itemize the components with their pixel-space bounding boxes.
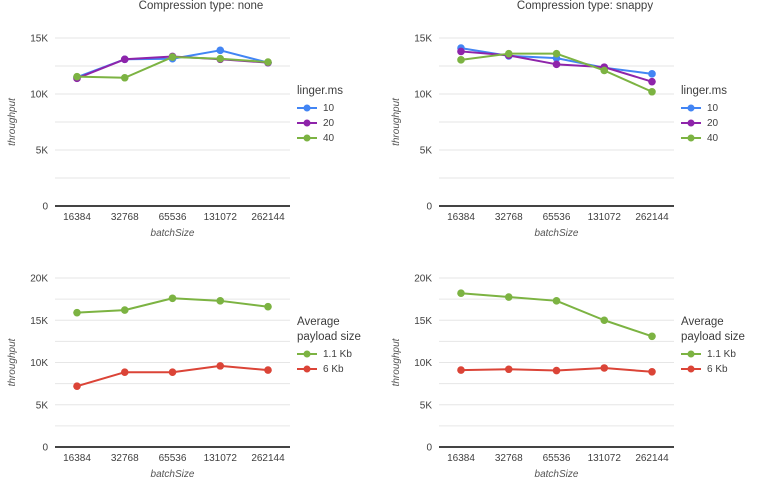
legend-title: Average payload size — [681, 316, 745, 343]
legend-linger-ms: linger.ms 10 20 40 — [297, 84, 383, 148]
svg-text:0: 0 — [426, 202, 432, 213]
svg-text:0: 0 — [426, 443, 432, 454]
legend-item-label: 40 — [323, 132, 335, 144]
legend-item-linger-10: 10 — [681, 103, 767, 114]
legend-item-label: 10 — [707, 102, 719, 114]
svg-text:15K: 15K — [30, 316, 48, 327]
svg-text:0: 0 — [42, 443, 48, 454]
legend-item-payload-6kb: 6 Kb — [297, 364, 383, 375]
legend-item-label: 20 — [707, 117, 719, 129]
svg-text:batchSize: batchSize — [535, 469, 579, 480]
svg-text:10K: 10K — [414, 358, 432, 369]
svg-text:32768: 32768 — [495, 453, 523, 464]
legend-title: linger.ms — [681, 85, 728, 97]
legend-item-label: 1.1 Kb — [323, 348, 352, 360]
svg-text:131072: 131072 — [204, 453, 238, 464]
svg-text:10K: 10K — [30, 358, 48, 369]
chart-title-compression-snappy: Compression type: snappy — [516, 0, 654, 12]
legend-linger-ms: linger.ms 10 20 40 — [681, 84, 767, 148]
series-marker-icon — [297, 119, 317, 127]
svg-text:16384: 16384 — [63, 453, 91, 464]
svg-text:32768: 32768 — [111, 212, 139, 223]
chart-panel-payload-none: 0 5K 10K 15K 20K 16384 32768 65536 131072 262144 b… — [0, 246, 384, 493]
svg-text:65536: 65536 — [543, 212, 571, 223]
plot-payload-none: 0 5K 10K 15K 20K 16384 32768 65536 131072 262144 b… — [7, 274, 290, 480]
svg-text:throughput: throughput — [7, 337, 18, 386]
legend-item-linger-40: 40 — [297, 133, 383, 144]
svg-text:throughput: throughput — [7, 97, 18, 146]
legend-title: linger.ms — [297, 85, 344, 97]
svg-text:20K: 20K — [30, 274, 48, 285]
svg-text:262144: 262144 — [251, 453, 285, 464]
svg-text:262144: 262144 — [251, 212, 285, 223]
svg-text:65536: 65536 — [543, 453, 571, 464]
legend-item-label: 6 Kb — [323, 363, 344, 375]
series-marker-icon — [681, 119, 701, 127]
svg-text:15K: 15K — [414, 316, 432, 327]
series-marker-icon — [297, 365, 317, 373]
svg-text:10K: 10K — [30, 90, 48, 101]
legend-item-linger-40: 40 — [681, 133, 767, 144]
legend-item-label: 1.1 Kb — [707, 348, 736, 360]
legend-item-label: 20 — [323, 117, 335, 129]
svg-text:131072: 131072 — [204, 212, 238, 223]
chart-panel-compression-snappy: Compression type: snappy 0 5K 10K 15K 16384 3… — [384, 0, 768, 246]
legend-item-linger-20: 20 — [681, 118, 767, 129]
plot-compression-snappy: 0 5K 10K 15K 16384 32768 65536 131072 262144 batc… — [391, 34, 674, 239]
svg-text:batchSize: batchSize — [535, 228, 579, 239]
series-marker-icon — [297, 104, 317, 112]
legend-item-payload-6kb: 6 Kb — [681, 364, 767, 375]
series-marker-icon — [681, 350, 701, 358]
legend-payload-size: Average payload size 1.1 Kb 6 Kb — [681, 315, 767, 379]
chart-panel-payload-snappy: 0 5K 10K 15K 20K 16384 32768 65536 131072 262144 b… — [384, 246, 768, 493]
svg-text:5K: 5K — [420, 146, 433, 157]
svg-text:5K: 5K — [420, 400, 433, 411]
plot-payload-snappy: 0 5K 10K 15K 20K 16384 32768 65536 131072 262144 b… — [391, 274, 674, 480]
svg-text:20K: 20K — [414, 274, 432, 285]
legend-item-label: 6 Kb — [707, 363, 728, 375]
svg-text:15K: 15K — [30, 34, 48, 45]
svg-text:batchSize: batchSize — [151, 228, 195, 239]
svg-text:5K: 5K — [36, 146, 49, 157]
legend-item-payload-1-1kb: 1.1 Kb — [681, 349, 767, 360]
plot-compression-none: 0 5K 10K 15K 16384 32768 65536 131072 262144 batc… — [7, 34, 290, 239]
series-marker-icon — [681, 104, 701, 112]
svg-text:5K: 5K — [36, 400, 49, 411]
svg-text:65536: 65536 — [159, 453, 187, 464]
legend-item-linger-10: 10 — [297, 103, 383, 114]
svg-text:32768: 32768 — [111, 453, 139, 464]
svg-text:65536: 65536 — [159, 212, 187, 223]
legend-item-label: 10 — [323, 102, 335, 114]
svg-text:10K: 10K — [414, 90, 432, 101]
series-marker-icon — [297, 350, 317, 358]
svg-text:262144: 262144 — [635, 453, 669, 464]
svg-text:0: 0 — [42, 202, 48, 213]
svg-text:131072: 131072 — [588, 212, 622, 223]
series-marker-icon — [681, 365, 701, 373]
legend-title: Average payload size — [297, 316, 361, 343]
svg-text:32768: 32768 — [495, 212, 523, 223]
svg-text:batchSize: batchSize — [151, 469, 195, 480]
svg-text:throughput: throughput — [391, 97, 402, 146]
legend-item-linger-20: 20 — [297, 118, 383, 129]
legend-item-label: 40 — [707, 132, 719, 144]
svg-text:131072: 131072 — [588, 453, 622, 464]
series-marker-icon — [297, 134, 317, 142]
svg-text:16384: 16384 — [447, 453, 475, 464]
series-marker-icon — [681, 134, 701, 142]
svg-text:15K: 15K — [414, 34, 432, 45]
chart-panel-compression-none: Compression type: none 0 5K 10K 15K 16384 327… — [0, 0, 384, 246]
legend-payload-size: Average payload size 1.1 Kb 6 Kb — [297, 315, 383, 379]
legend-item-payload-1-1kb: 1.1 Kb — [297, 349, 383, 360]
svg-text:throughput: throughput — [391, 337, 402, 386]
svg-text:262144: 262144 — [635, 212, 669, 223]
chart-title-compression-none: Compression type: none — [138, 0, 264, 12]
svg-text:16384: 16384 — [447, 212, 475, 223]
svg-text:16384: 16384 — [63, 212, 91, 223]
